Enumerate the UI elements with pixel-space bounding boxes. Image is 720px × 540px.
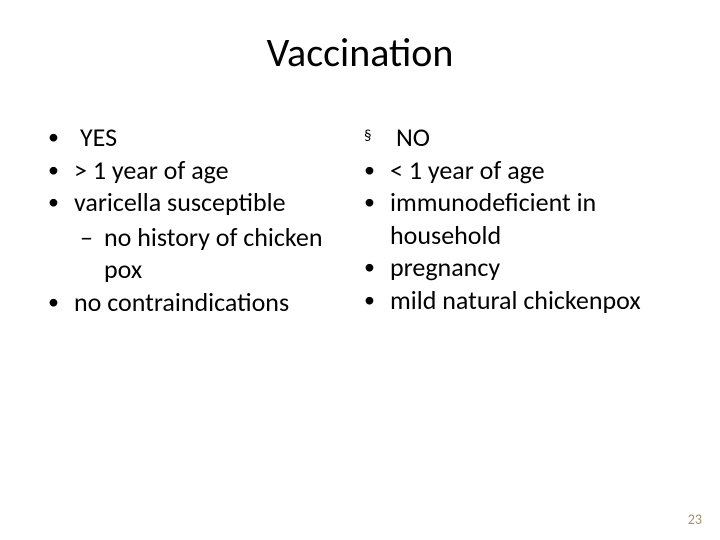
list-item: • < 1 year of age [364,154,672,187]
bullet-dot-icon: • [48,286,74,318]
list-item-text: varicella susceptible [74,186,286,218]
list-item: § NO [364,121,672,154]
bullet-dot-icon: • [48,186,74,218]
bullet-dot-icon: • [48,154,74,186]
content-columns: • YES • > 1 year of age • varicella susc… [48,121,672,318]
list-item: • varicella susceptible [48,186,360,219]
bullet-dot-icon: • [364,186,390,218]
list-item: • > 1 year of age [48,154,360,187]
bullet-square-icon: § [364,121,390,151]
list-item-text: pregnancy [390,251,500,283]
dash-icon: – [80,221,104,254]
bullet-dot-icon: • [364,284,390,316]
column-no: § NO • < 1 year of age • immunodeficient… [360,121,672,318]
no-header: NO [390,121,430,153]
list-item-text: < 1 year of age [390,154,545,186]
bullet-dot-icon: • [364,251,390,283]
sublist-item: – no history of chicken pox [48,221,360,286]
slide: Vaccination • YES • > 1 year of age • va… [0,0,720,540]
sublist-item-text: no history of chicken pox [104,221,360,286]
bullet-dot-icon: • [48,121,74,153]
list-item: • pregnancy [364,251,672,284]
bullet-dot-icon: • [364,154,390,186]
list-item: • immunodeficient in household [364,186,672,251]
list-item-text: no contraindications [74,286,289,318]
list-item-text: > 1 year of age [74,154,229,186]
list-item: • YES [48,121,360,154]
list-item: • mild natural chickenpox [364,284,672,317]
list-item-text: immunodeficient in household [390,186,596,251]
list-item: • no contraindications [48,286,360,319]
column-yes: • YES • > 1 year of age • varicella susc… [48,121,360,318]
yes-header: YES [74,121,117,153]
page-number: 23 [688,511,702,528]
list-item-text: mild natural chickenpox [390,284,641,316]
slide-title: Vaccination [48,28,672,77]
